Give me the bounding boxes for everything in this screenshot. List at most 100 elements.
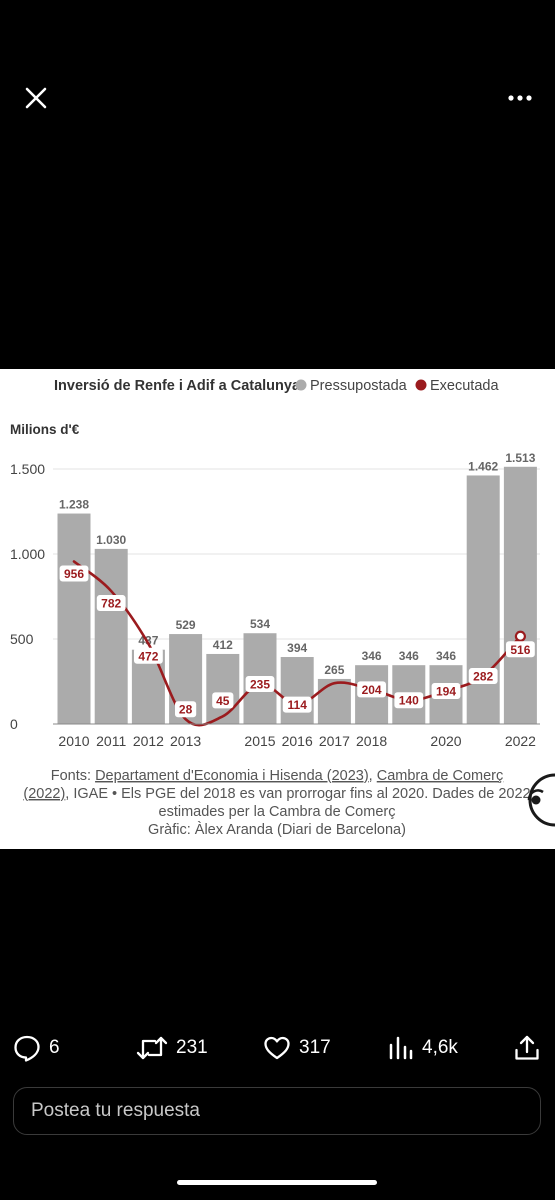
legend-label-executada: Executada <box>430 378 499 394</box>
bar <box>503 466 537 724</box>
caption-line-3: estimades per la Cambra de Comerç <box>159 804 396 820</box>
caption-line-2: (2022), IGAE • Els PGE del 2018 es van p… <box>23 786 530 802</box>
y-axis-label: Milions d'€ <box>10 422 80 437</box>
executed-label-bg <box>59 565 89 582</box>
caption-line-4: Gràfic: Àlex Aranda (Diari de Barcelona) <box>148 821 406 838</box>
executed-label-bg <box>282 696 312 713</box>
executed-line: 956 782 472 28 45 235 114 204 140 194 282 516 <box>59 560 535 727</box>
executed-value-label: 235 <box>250 678 270 692</box>
bar <box>466 475 500 724</box>
executed-value-label: 782 <box>101 597 121 611</box>
chart: Inversió de Renfe i Adif a Catalunya Pre… <box>10 378 540 838</box>
bar-value-label: 1.513 <box>505 451 535 465</box>
tweet-action-bar: 6 231 317 4,6k <box>0 1026 555 1070</box>
retweet-icon <box>136 1036 168 1060</box>
legend-swatch-pressupostada <box>295 379 307 391</box>
executed-value-label: 45 <box>216 694 230 708</box>
reply-count: 6 <box>49 1037 60 1058</box>
visual-search-button[interactable] <box>509 773 555 827</box>
caption-line-1: Fonts: Departament d'Economia i Hisenda … <box>51 768 504 784</box>
y-tick-label: 1.000 <box>10 546 45 562</box>
executed-value-label: 282 <box>473 670 493 684</box>
like-button[interactable]: 317 <box>263 1026 331 1070</box>
bar-value-label: 534 <box>250 617 270 631</box>
executed-label-bg <box>212 692 234 709</box>
x-tick-label: 2022 <box>505 733 536 749</box>
executed-label-bg <box>245 676 275 693</box>
x-tick-label: 2017 <box>319 733 350 749</box>
x-tick-label: 2011 <box>96 733 126 749</box>
executed-label-bg <box>175 701 197 718</box>
executed-label-bg <box>96 595 126 612</box>
bar-value-label: 346 <box>362 649 382 663</box>
executed-value-label: 516 <box>510 643 530 657</box>
executed-label-bg <box>506 641 535 658</box>
like-count: 317 <box>299 1037 331 1058</box>
caption-line-2-text: , IGAE • Els PGE del 2018 es van prorrog… <box>65 786 530 802</box>
more-horizontal-icon <box>508 95 532 101</box>
x-tick-label: 2015 <box>244 733 275 749</box>
x-tick-label: 2013 <box>170 733 201 749</box>
bar-value-label: 412 <box>213 638 233 652</box>
executed-value-label: 472 <box>138 649 158 663</box>
caption-prefix: Fonts: <box>51 768 95 784</box>
y-tick-label: 500 <box>10 631 34 647</box>
heart-icon <box>264 1036 290 1060</box>
retweet-count: 231 <box>176 1037 208 1058</box>
x-tick-label: 2010 <box>58 733 89 749</box>
executed-label-bg <box>394 692 424 709</box>
executed-value-label: 140 <box>399 694 419 708</box>
bar <box>280 657 314 724</box>
bar-value-label: 394 <box>287 641 307 655</box>
y-tick-label: 0 <box>10 716 18 732</box>
close-button[interactable] <box>18 80 54 116</box>
bar-value-label: 529 <box>176 618 196 632</box>
bar-value-label: 1.238 <box>59 498 89 512</box>
share-button[interactable] <box>513 1026 541 1070</box>
chart-image: Inversió de Renfe i Adif a Catalunya Pre… <box>0 369 555 849</box>
gridlines <box>53 468 540 640</box>
axes: 0 500 1.000 1.500 2010 2011 2012 2013 2015 2016 20… <box>10 461 540 749</box>
source-link-cambra-year[interactable]: (2022) <box>23 786 65 802</box>
close-icon <box>25 87 47 109</box>
bar <box>317 678 351 724</box>
more-options-button[interactable] <box>503 84 537 112</box>
reply-input[interactable]: Postea tu respuesta <box>13 1087 541 1135</box>
media-viewer-topbar <box>0 0 555 200</box>
bar-value-label: 1.462 <box>468 459 498 473</box>
chart-title: Inversió de Renfe i Adif a Catalunya <box>54 378 301 394</box>
source-link-economia[interactable]: Departament d'Economia i Hisenda (2023) <box>95 768 369 784</box>
bar-value-label: 346 <box>436 649 456 663</box>
home-indicator <box>177 1180 377 1185</box>
legend-label-pressupostada: Pressupostada <box>310 378 408 394</box>
executed-value-label: 204 <box>362 683 382 697</box>
views-button[interactable]: 4,6k <box>388 1026 458 1070</box>
source-link-cambra[interactable]: Cambra de Comerç <box>377 768 504 784</box>
executed-value-label: 114 <box>288 698 308 712</box>
bar-value-label: 265 <box>324 663 344 677</box>
retweet-button[interactable]: 231 <box>136 1026 208 1070</box>
executed-label-bg <box>357 681 386 698</box>
executed-label-bg <box>134 647 163 664</box>
bar-chart-icon <box>389 1036 413 1060</box>
x-tick-label: 2018 <box>356 733 387 749</box>
executed-label-bg <box>431 683 461 700</box>
legend-swatch-executada <box>415 379 427 391</box>
bar-value-label: 1.030 <box>96 533 126 547</box>
x-tick-label: 2012 <box>133 733 164 749</box>
bar <box>94 548 128 724</box>
executed-end-marker <box>514 630 527 642</box>
bar <box>206 653 240 724</box>
reply-button[interactable]: 6 <box>13 1026 60 1070</box>
bar-value-label: 346 <box>399 649 419 663</box>
views-count: 4,6k <box>422 1037 458 1058</box>
reply-icon <box>14 1035 40 1062</box>
y-tick-label: 1.500 <box>10 461 45 477</box>
x-tick-label: 2020 <box>430 733 461 749</box>
executed-value-label: 28 <box>179 703 193 717</box>
x-tick-label: 2016 <box>282 733 313 749</box>
bar <box>57 513 91 724</box>
share-icon <box>515 1035 539 1060</box>
reply-input-placeholder: Postea tu respuesta <box>31 1100 200 1121</box>
executed-label-bg <box>468 668 498 685</box>
